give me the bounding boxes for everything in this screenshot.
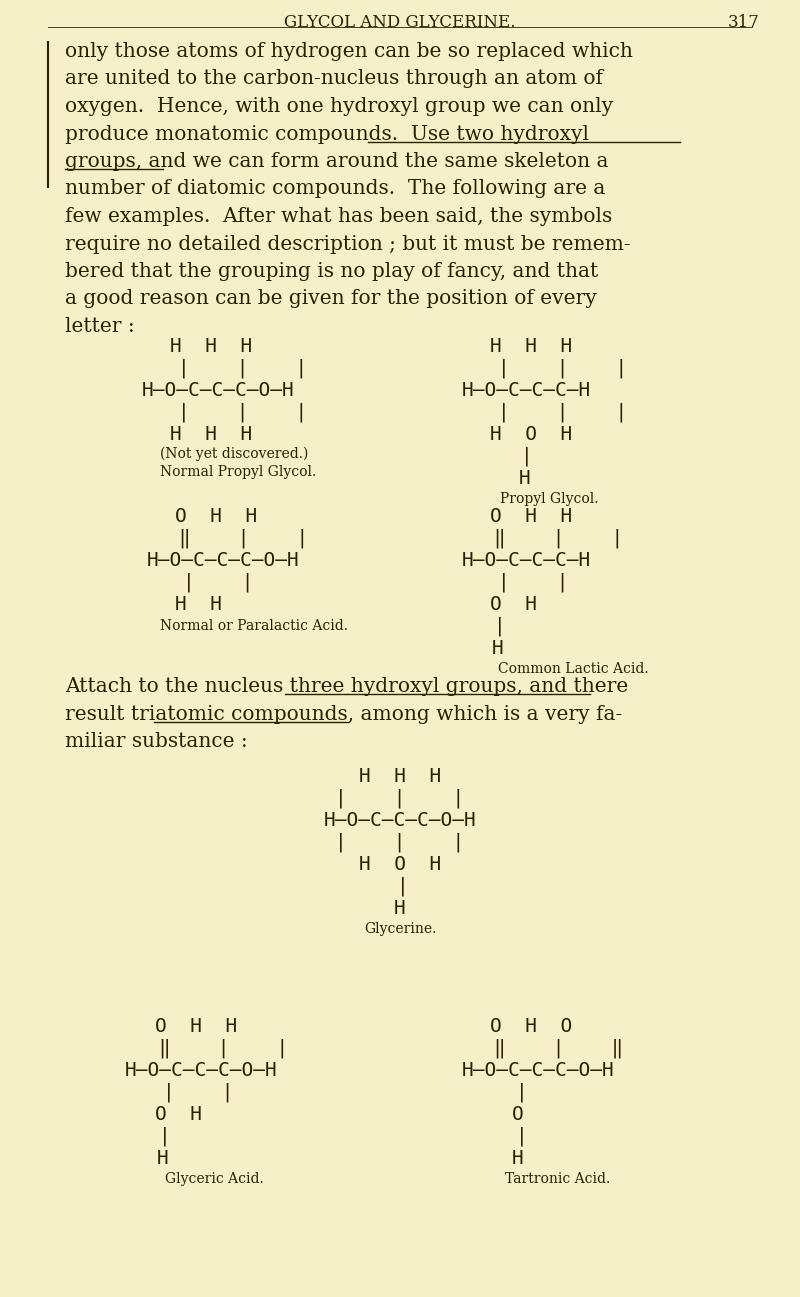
Text: Attach to the nucleus three hydroxyl groups, and there: Attach to the nucleus three hydroxyl gro…	[65, 677, 628, 696]
Text: |: |	[521, 447, 533, 467]
Text: |    |    |: | | |	[498, 359, 627, 379]
Text: Glyceric Acid.: Glyceric Acid.	[165, 1172, 264, 1185]
Text: (Not yet discovered.): (Not yet discovered.)	[160, 447, 308, 462]
Text: H  H: H H	[175, 595, 222, 613]
Text: ‖    |    |: ‖ | |	[159, 1039, 288, 1058]
Text: O  H  H: O H H	[175, 507, 258, 527]
Text: H  O  H: H O H	[359, 855, 441, 874]
Text: |: |	[516, 1127, 528, 1147]
Text: |    |: | |	[183, 573, 254, 593]
Text: are united to the carbon-nucleus through an atom of: are united to the carbon-nucleus through…	[65, 70, 603, 88]
Text: O  H  O: O H O	[490, 1017, 572, 1036]
Text: H  H  H: H H H	[170, 425, 252, 444]
Text: result triatomic compounds, among which is a very fa-: result triatomic compounds, among which …	[65, 704, 622, 724]
Text: produce monatomic compounds.  Use two hydroxyl: produce monatomic compounds. Use two hyd…	[65, 125, 589, 144]
Text: H–O–C–C–C–O–H: H–O–C–C–C–O–H	[147, 551, 300, 569]
Text: 317: 317	[728, 14, 760, 31]
Text: Common Lactic Acid.: Common Lactic Acid.	[498, 661, 649, 676]
Text: |: |	[494, 617, 506, 637]
Text: |: |	[397, 877, 409, 896]
Text: H  O  H: H O H	[490, 425, 572, 444]
Text: |: |	[159, 1127, 170, 1147]
Text: Normal or Paralactic Acid.: Normal or Paralactic Acid.	[160, 619, 348, 633]
Text: O  H  H: O H H	[490, 507, 572, 527]
Text: |    |: | |	[163, 1083, 234, 1102]
Text: oxygen.  Hence, with one hydroxyl group we can only: oxygen. Hence, with one hydroxyl group w…	[65, 97, 613, 115]
Text: ‖    |    |: ‖ | |	[494, 529, 623, 549]
Text: only those atoms of hydrogen can be so replaced which: only those atoms of hydrogen can be so r…	[65, 42, 633, 61]
Text: H: H	[519, 470, 530, 488]
Text: bered that the grouping is no play of fancy, and that: bered that the grouping is no play of fa…	[65, 262, 598, 281]
Text: |    |: | |	[498, 573, 569, 593]
Text: H–O–C–C–C–O–H: H–O–C–C–C–O–H	[125, 1061, 278, 1080]
Text: H  H  H: H H H	[490, 337, 572, 355]
Text: Tartronic Acid.: Tartronic Acid.	[505, 1172, 610, 1185]
Text: a good reason can be given for the position of every: a good reason can be given for the posit…	[65, 289, 597, 309]
Text: H: H	[492, 639, 504, 658]
Text: require no detailed description ; but it must be remem-: require no detailed description ; but it…	[65, 235, 630, 253]
Text: letter :: letter :	[65, 316, 134, 336]
Text: |    |    |: | | |	[335, 789, 465, 808]
Text: H  H  H: H H H	[359, 767, 441, 786]
Text: ‖    |    |: ‖ | |	[179, 529, 308, 549]
Text: O  H: O H	[490, 595, 537, 613]
Text: |    |    |: | | |	[498, 403, 627, 423]
Text: H  H  H: H H H	[170, 337, 252, 355]
Text: H: H	[394, 899, 406, 918]
Text: GLYCOL AND GLYCERINE.: GLYCOL AND GLYCERINE.	[284, 14, 516, 31]
Text: H–O–C–C–C–H: H–O–C–C–C–H	[462, 381, 591, 399]
Text: H: H	[512, 1149, 524, 1169]
Text: groups, and we can form around the same skeleton a: groups, and we can form around the same …	[65, 152, 609, 171]
Text: O  H: O H	[155, 1105, 202, 1124]
Text: |    |    |: | | |	[178, 359, 307, 379]
Text: Propyl Glycol.: Propyl Glycol.	[500, 492, 598, 506]
Text: few examples.  After what has been said, the symbols: few examples. After what has been said, …	[65, 208, 612, 226]
Text: H: H	[157, 1149, 169, 1169]
Text: ‖    |    ‖: ‖ | ‖	[494, 1039, 623, 1058]
Text: H–O–C–C–C–O–H: H–O–C–C–C–O–H	[462, 1061, 614, 1080]
Text: |: |	[516, 1083, 528, 1102]
Text: |    |    |: | | |	[178, 403, 307, 423]
Text: miliar substance :: miliar substance :	[65, 732, 248, 751]
Text: O: O	[512, 1105, 524, 1124]
Text: O  H  H: O H H	[155, 1017, 238, 1036]
Text: |    |    |: | | |	[335, 833, 465, 852]
Text: Normal Propyl Glycol.: Normal Propyl Glycol.	[160, 466, 316, 479]
Text: number of diatomic compounds.  The following are a: number of diatomic compounds. The follow…	[65, 179, 606, 198]
Text: Glycerine.: Glycerine.	[364, 922, 436, 936]
Text: H–O–C–C–C–O–H: H–O–C–C–C–O–H	[324, 811, 476, 830]
Text: H–O–C–C–C–O–H: H–O–C–C–C–O–H	[142, 381, 294, 399]
Text: H–O–C–C–C–H: H–O–C–C–C–H	[462, 551, 591, 569]
